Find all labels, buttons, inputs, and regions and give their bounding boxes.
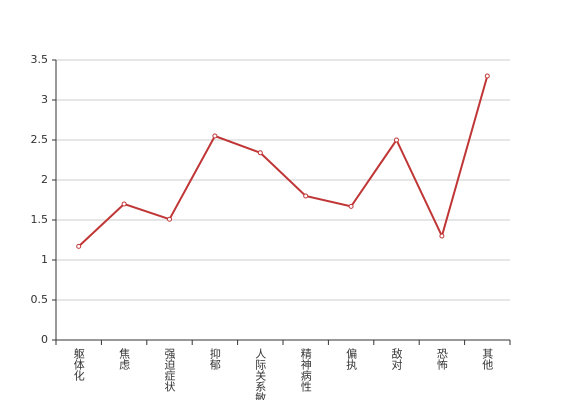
x-tick-label: 躯体化 xyxy=(72,348,85,382)
x-tick-label: 抑郁 xyxy=(208,347,221,370)
x-tick-label: 恐怖 xyxy=(435,348,448,370)
point xyxy=(257,150,263,156)
y-tick-label: 3 xyxy=(41,93,48,106)
point xyxy=(348,203,354,209)
y-tick-label: 0 xyxy=(41,333,48,346)
x-tick-label: 焦虑 xyxy=(118,348,131,370)
y-tick-label: 3.5 xyxy=(31,53,49,66)
point xyxy=(212,133,218,139)
x-tick-label: 人际关系敏感 xyxy=(254,348,267,400)
x-tick-label: 精神病性 xyxy=(299,348,312,393)
point xyxy=(303,193,309,199)
point xyxy=(394,137,399,143)
line xyxy=(78,75,489,248)
point xyxy=(121,201,127,207)
y-tick-label: 2.5 xyxy=(31,133,49,146)
x-tick-label: 敌对 xyxy=(390,347,403,370)
y-tick-label: 2 xyxy=(41,173,48,186)
point xyxy=(167,216,172,222)
y-tick-label: 0.5 xyxy=(31,293,49,306)
x-tick-label: 偏执 xyxy=(345,347,358,371)
point xyxy=(484,73,490,79)
point xyxy=(439,233,445,239)
y-tick-label: 1.5 xyxy=(31,213,49,226)
point xyxy=(76,243,82,249)
y-tick-label: 1 xyxy=(41,253,48,266)
x-tick-label: 强迫症状 xyxy=(163,348,176,392)
x-tick-label: 其他 xyxy=(481,348,494,370)
